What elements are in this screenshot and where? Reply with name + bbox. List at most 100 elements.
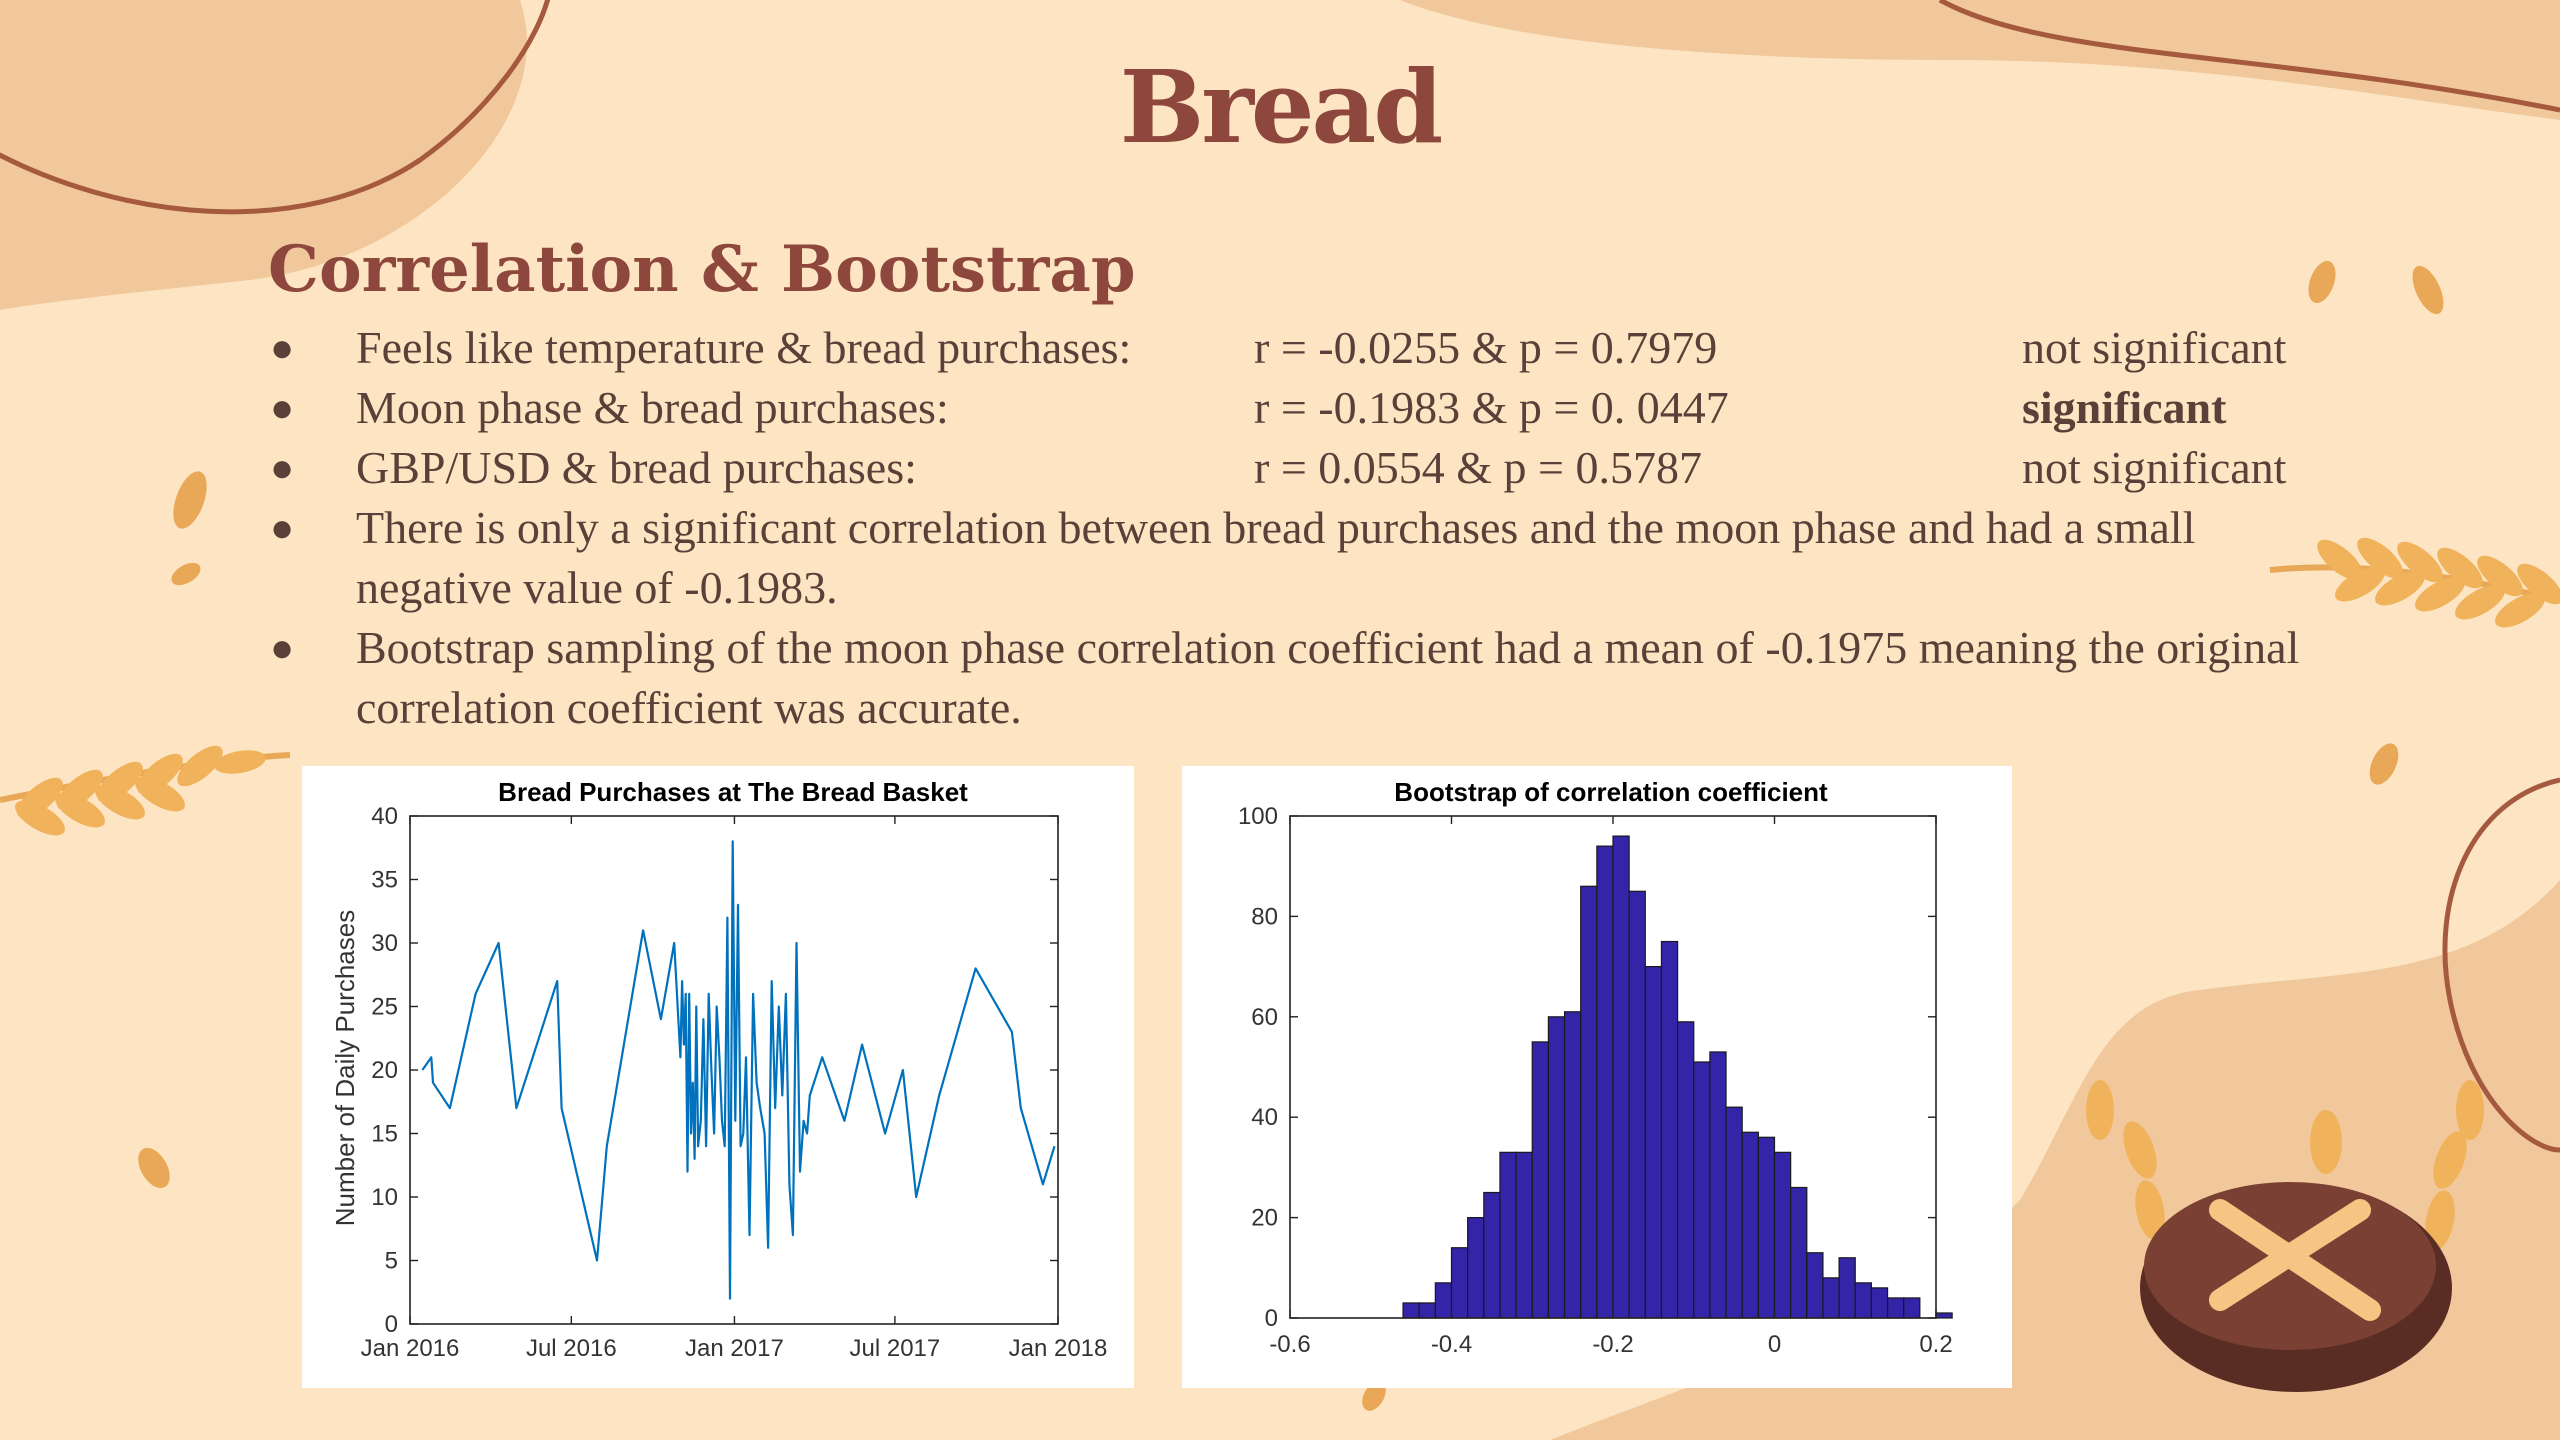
- right-curve: [2442, 777, 2560, 1153]
- histogram-bar: [1483, 1191, 1501, 1319]
- histogram-bar: [1725, 1106, 1743, 1319]
- bullet-icon: ●: [270, 625, 295, 670]
- histogram-bar: [1903, 1297, 1921, 1319]
- bread-loaf-icon: [2086, 1080, 2484, 1392]
- histogram-bar: [1531, 1041, 1549, 1319]
- note-text: Bootstrap sampling of the moon phase cor…: [356, 622, 2300, 733]
- x-tick-label: 0.2: [1919, 1331, 1952, 1358]
- wheat-seed-icons: [138, 260, 2444, 1411]
- histogram-bar: [1757, 1136, 1776, 1319]
- histogram-panel: Bootstrap of correlation coefficient 0 20…: [1182, 766, 2012, 1388]
- bullet-icon: ●: [270, 505, 295, 550]
- histogram-bar: [1499, 1151, 1517, 1319]
- x-tick-label: 0: [1768, 1331, 1781, 1358]
- histogram-bar: [1418, 1302, 1436, 1319]
- y-tick-label: 20: [371, 1057, 398, 1084]
- list-item: ● Feels like temperature & bread purchas…: [268, 318, 2368, 378]
- list-item: ● Bootstrap sampling of the moon phase c…: [268, 618, 2436, 738]
- series-line: [421, 840, 1056, 1300]
- histogram-bar: [1709, 1051, 1727, 1319]
- line-chart: Bread Purchases at The Bread Basket Numb…: [330, 777, 1108, 1362]
- y-tick-label: 0: [1265, 1305, 1278, 1332]
- wheat-right-icon: [2269, 537, 2560, 628]
- y-tick-label: 35: [371, 867, 398, 894]
- top-right-blob: [1400, 0, 2560, 120]
- top-left-curve: [0, 0, 551, 215]
- y-tick-label: 80: [1251, 903, 1278, 930]
- list-item: ● Moon phase & bread purchases: r = -0.1…: [268, 378, 2368, 438]
- histogram-bar: [1838, 1257, 1856, 1319]
- chart-title: Bootstrap of correlation coefficient: [1394, 777, 1828, 807]
- x-tick-label: -0.2: [1592, 1331, 1633, 1358]
- bullet-icon: ●: [270, 325, 295, 370]
- histogram-bar: [1741, 1131, 1759, 1319]
- y-tick-label: 30: [371, 930, 398, 957]
- histogram-bar: [1854, 1282, 1872, 1319]
- section-title: Correlation & Bootstrap: [268, 232, 1136, 307]
- histogram-bar: [1547, 1016, 1566, 1319]
- y-axis-label: Number of Daily Purchases: [330, 910, 360, 1226]
- histogram-bar: [1644, 966, 1663, 1319]
- x-tick-label: -0.4: [1431, 1331, 1472, 1358]
- histogram-bar: [1677, 1021, 1695, 1319]
- correlation-stat: r = 0.0554 & p = 0.5787: [1254, 442, 1702, 493]
- histogram-bar: [1515, 1151, 1533, 1319]
- x-tick-label: Jul 2016: [526, 1335, 617, 1362]
- correlation-stat: r = -0.1983 & p = 0. 0447: [1254, 382, 1729, 433]
- list-item: ● GBP/USD & bread purchases: r = 0.0554 …: [268, 438, 2368, 498]
- histogram-bar: [1612, 835, 1630, 1319]
- histogram-bar: [1790, 1186, 1808, 1319]
- histogram-bar: [1870, 1287, 1889, 1319]
- histogram-bar: [1563, 1011, 1582, 1319]
- correlation-label: GBP/USD & bread purchases:: [356, 442, 917, 493]
- histogram-bar: [1693, 1061, 1711, 1319]
- chart-title: Bread Purchases at The Bread Basket: [498, 777, 968, 807]
- correlation-label: Moon phase & bread purchases:: [356, 382, 949, 433]
- histogram-bar: [1402, 1302, 1420, 1319]
- histogram-bar: [1628, 890, 1646, 1319]
- histogram-bar: [1467, 1217, 1485, 1319]
- y-tick-label: 40: [371, 803, 398, 830]
- histogram-bar: [1660, 940, 1679, 1319]
- histogram-chart: Bootstrap of correlation coefficient 0 20…: [1238, 777, 1953, 1358]
- bullet-icon: ●: [270, 385, 295, 430]
- x-tick-label: Jan 2016: [361, 1335, 460, 1362]
- correlation-label: Feels like temperature & bread purchases…: [356, 322, 1132, 373]
- correlation-result: not significant: [2022, 442, 2287, 493]
- list-item: ● There is only a significant correlatio…: [268, 498, 2216, 618]
- correlation-result: significant: [2022, 382, 2227, 433]
- y-tick-label: 20: [1251, 1205, 1278, 1232]
- histogram-bar: [1580, 885, 1598, 1319]
- correlation-result: not significant: [2022, 322, 2287, 373]
- y-tick-label: 15: [371, 1121, 398, 1148]
- note-text: There is only a significant correlation …: [356, 502, 2196, 613]
- bullet-list: ● Feels like temperature & bread purchas…: [268, 318, 2368, 738]
- x-tick-label: Jul 2017: [850, 1335, 941, 1362]
- histogram-bar: [1822, 1277, 1840, 1319]
- histogram-bar: [1450, 1247, 1469, 1319]
- top-left-blob: [0, 0, 527, 310]
- histogram-bar: [1773, 1151, 1792, 1319]
- y-tick-label: 60: [1251, 1004, 1278, 1031]
- y-tick-label: 10: [371, 1184, 398, 1211]
- y-tick-label: 5: [385, 1248, 398, 1275]
- histogram-bar: [1806, 1252, 1824, 1319]
- top-right-curve: [1938, 0, 2560, 113]
- x-tick-label: Jan 2018: [1009, 1335, 1108, 1362]
- histogram-bar: [1434, 1282, 1453, 1319]
- y-tick-label: 0: [385, 1311, 398, 1338]
- x-tick-label: Jan 2017: [685, 1335, 784, 1362]
- y-tick-label: 40: [1251, 1104, 1278, 1131]
- x-tick-label: -0.6: [1269, 1331, 1310, 1358]
- bullet-icon: ●: [270, 445, 295, 490]
- histogram-bar: [1596, 845, 1614, 1319]
- line-chart-panel: Bread Purchases at The Bread Basket Numb…: [302, 766, 1134, 1388]
- histogram-bar: [1886, 1297, 1905, 1319]
- y-tick-label: 25: [371, 994, 398, 1021]
- slide-title: Bread: [1119, 48, 1444, 166]
- y-tick-label: 100: [1238, 803, 1278, 830]
- wheat-left-icon: [0, 745, 291, 836]
- correlation-stat: r = -0.0255 & p = 0.7979: [1254, 322, 1718, 373]
- histogram-bar: [1935, 1312, 1953, 1319]
